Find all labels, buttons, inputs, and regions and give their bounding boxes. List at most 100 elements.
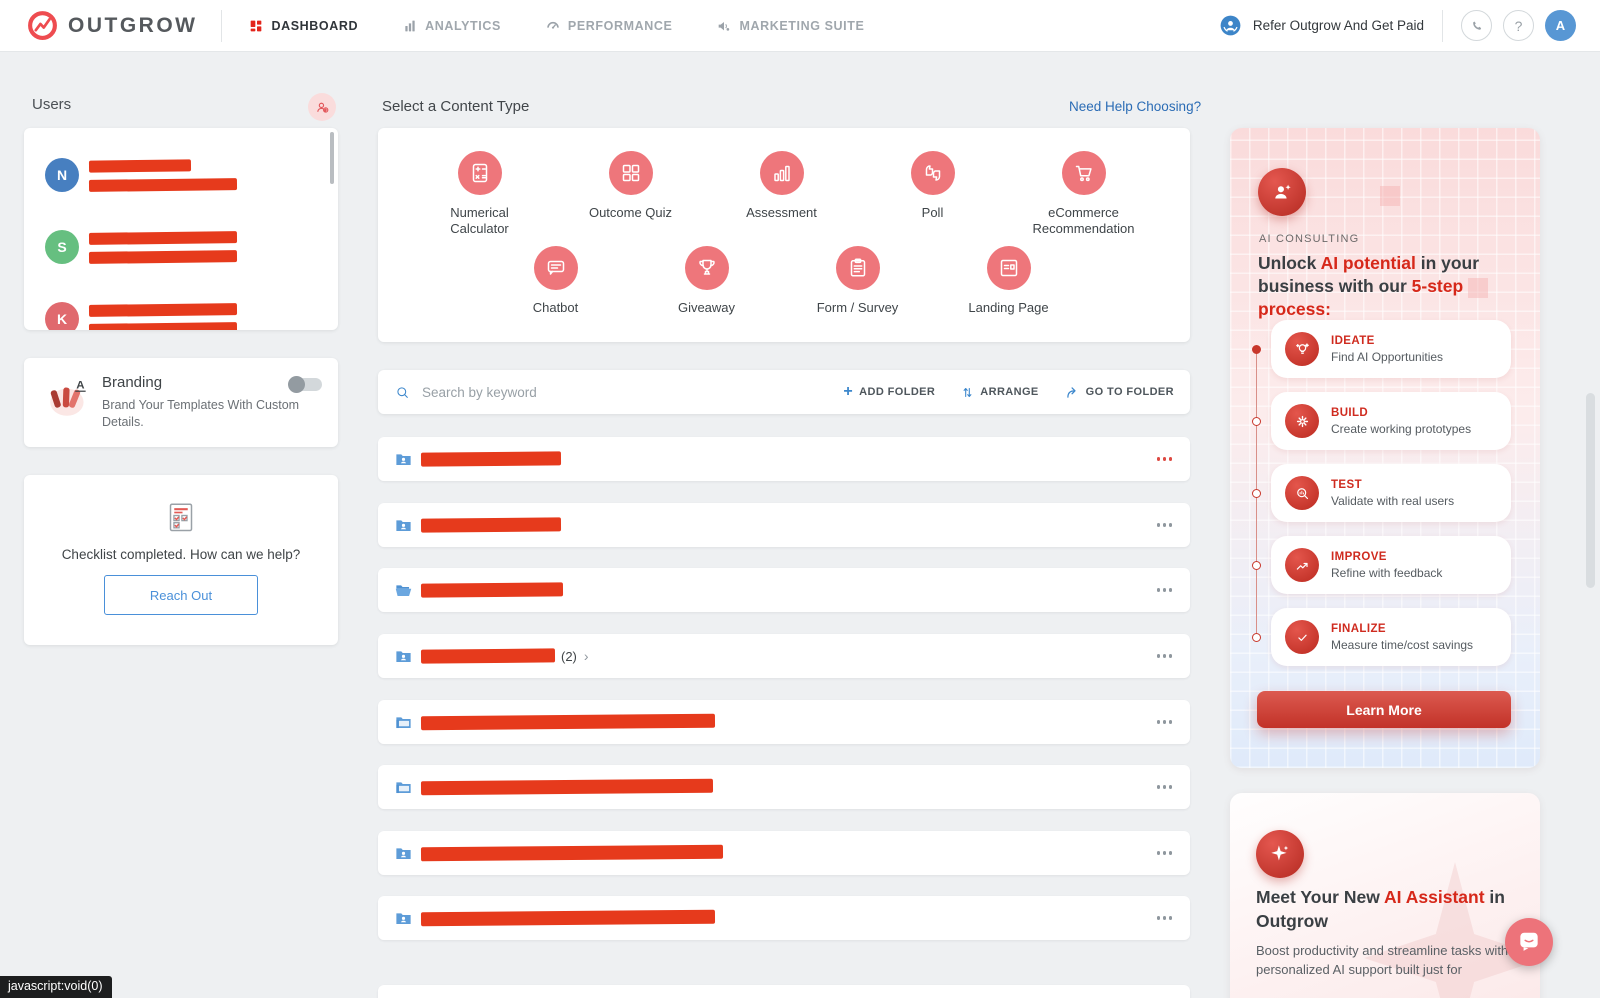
nav-tab-marketing-suite[interactable]: MARKETING SUITE — [716, 18, 864, 34]
folder-row[interactable] — [378, 503, 1190, 547]
redaction-bar — [420, 582, 564, 598]
ai-assistant-icon — [1256, 830, 1304, 878]
folder-toolbar: + ADD FOLDER ARRANGE GO TO FOLDER — [378, 370, 1190, 414]
learn-more-button[interactable]: Learn More — [1257, 691, 1511, 728]
row-menu-button[interactable] — [1155, 714, 1175, 730]
folder-icon — [394, 713, 413, 732]
question-mark-icon: ? — [1514, 17, 1523, 34]
row-menu-button[interactable] — [1155, 779, 1175, 795]
redaction-bar — [88, 177, 238, 192]
add-folder-button[interactable]: + ADD FOLDER — [843, 383, 935, 401]
top-navbar: OUTGROW DASHBOARD ANALYTICS PERFORMANCE … — [0, 0, 1600, 52]
timeline-dot — [1252, 488, 1261, 498]
phone-support-button[interactable] — [1461, 10, 1492, 41]
checklist-message: Checklist completed. How can we help? — [61, 547, 301, 562]
avatar: S — [45, 230, 79, 264]
nav-label: PERFORMANCE — [567, 18, 673, 33]
user-list-item[interactable]: K — [45, 292, 329, 330]
arrange-button[interactable]: ARRANGE — [961, 385, 1038, 400]
step-finalize: FINALIZE Measure time/cost savings — [1271, 608, 1511, 666]
chevron-right-icon[interactable]: › — [583, 648, 589, 664]
gear-icon — [1293, 412, 1312, 431]
row-menu-button[interactable] — [1155, 517, 1175, 533]
content-type-landing-page[interactable]: Landing Page — [933, 246, 1084, 316]
nav-tab-analytics[interactable]: ANALYTICS — [402, 18, 501, 34]
plus-icon: + — [843, 383, 854, 400]
phone-icon — [1469, 18, 1485, 34]
shared-folder-icon — [394, 844, 413, 863]
lightbulb-icon — [1293, 340, 1312, 359]
nav-divider — [1442, 9, 1443, 42]
refer-label: Refer Outgrow And Get Paid — [1252, 18, 1424, 33]
content-type-heading: Select a Content Type — [382, 98, 530, 115]
folder-row-partial[interactable] — [378, 985, 1190, 998]
folder-row[interactable] — [378, 700, 1190, 744]
dashboard-grid-icon — [248, 18, 264, 34]
row-menu-button[interactable] — [1155, 845, 1175, 861]
search-icon — [397, 386, 408, 398]
content-type-giveaway[interactable]: Giveaway — [631, 246, 782, 316]
nav-label: MARKETING SUITE — [739, 18, 865, 33]
help-button[interactable]: ? — [1503, 10, 1534, 41]
users-panel-title: Users — [32, 96, 72, 113]
redaction-bar — [420, 451, 562, 467]
chat-widget-button[interactable] — [1505, 918, 1553, 966]
nav-tab-dashboard[interactable]: DASHBOARD — [248, 18, 358, 34]
ai-consulting-heading: Unlock AI potential in your business wit… — [1258, 253, 1480, 319]
content-type-numerical-calculator[interactable]: Numerical Calculator — [404, 151, 555, 237]
quiz-grid-icon — [619, 161, 643, 185]
page-scrollbar[interactable] — [1586, 393, 1595, 588]
user-avatar[interactable]: A — [1545, 10, 1576, 41]
ai-consulting-icon — [1258, 168, 1306, 216]
timeline-dot — [1252, 416, 1261, 426]
user-list-item[interactable]: S — [45, 220, 329, 274]
referral-people-icon — [1218, 13, 1243, 38]
reach-out-button[interactable]: Reach Out — [104, 575, 258, 615]
clipboard-icon — [846, 256, 870, 280]
timeline-dot — [1252, 344, 1261, 354]
shared-folder-icon — [394, 647, 413, 666]
content-type-label: Assessment — [746, 205, 817, 220]
content-type-outcome-quiz[interactable]: Outcome Quiz — [555, 151, 706, 237]
redacted-user-text — [88, 302, 238, 330]
row-menu-button[interactable] — [1155, 451, 1175, 467]
person-sparkle-icon — [1269, 179, 1295, 205]
content-type-chatbot[interactable]: Chatbot — [480, 246, 631, 316]
content-type-label: Landing Page — [968, 300, 1049, 315]
branding-toggle[interactable] — [288, 376, 322, 393]
go-to-folder-button[interactable]: GO TO FOLDER — [1065, 385, 1174, 400]
search-input[interactable] — [420, 383, 840, 401]
folder-row[interactable] — [378, 896, 1190, 940]
nav-tab-performance[interactable]: PERFORMANCE — [545, 18, 673, 34]
outgrow-logo[interactable]: OUTGROW — [26, 9, 197, 42]
folder-row[interactable] — [378, 765, 1190, 809]
refer-outgrow-link[interactable]: Refer Outgrow And Get Paid — [1218, 13, 1424, 38]
redacted-user-text — [88, 230, 238, 264]
content-type-assessment[interactable]: Assessment — [706, 151, 857, 237]
primary-nav: DASHBOARD ANALYTICS PERFORMANCE MARKETIN… — [248, 18, 864, 34]
redaction-bar — [420, 778, 714, 796]
person-add-icon — [314, 99, 331, 116]
content-type-label: Form / Survey — [816, 300, 899, 315]
row-menu-button[interactable] — [1155, 648, 1175, 664]
folder-row[interactable] — [378, 831, 1190, 875]
row-menu-button[interactable] — [1155, 910, 1175, 926]
redaction-bar — [88, 302, 238, 317]
ai-assistant-body: Boost productivity and streamline tasks … — [1256, 943, 1509, 977]
thumbs-poll-icon — [921, 161, 945, 185]
row-menu-button[interactable] — [1155, 582, 1175, 598]
magnifier-icon — [1293, 484, 1312, 503]
content-type-ecommerce-recommendation[interactable]: eCommerce Recommendation — [1008, 151, 1159, 237]
folder-row[interactable] — [378, 568, 1190, 612]
avatar: K — [45, 302, 79, 330]
user-list-item[interactable]: N — [45, 148, 329, 202]
folder-row[interactable] — [378, 437, 1190, 481]
add-user-button[interactable] — [308, 93, 336, 121]
content-type-row: Numerical Calculator Outcome Quiz Assess… — [378, 151, 1190, 237]
content-type-poll[interactable]: Poll — [857, 151, 1008, 237]
step-ideate: IDEATE Find AI Opportunities — [1271, 320, 1511, 378]
folder-row[interactable]: (2) › — [378, 634, 1190, 678]
content-type-form-survey[interactable]: Form / Survey — [782, 246, 933, 316]
need-help-link[interactable]: Need Help Choosing? — [1069, 99, 1202, 114]
users-scrollbar[interactable] — [330, 132, 334, 184]
